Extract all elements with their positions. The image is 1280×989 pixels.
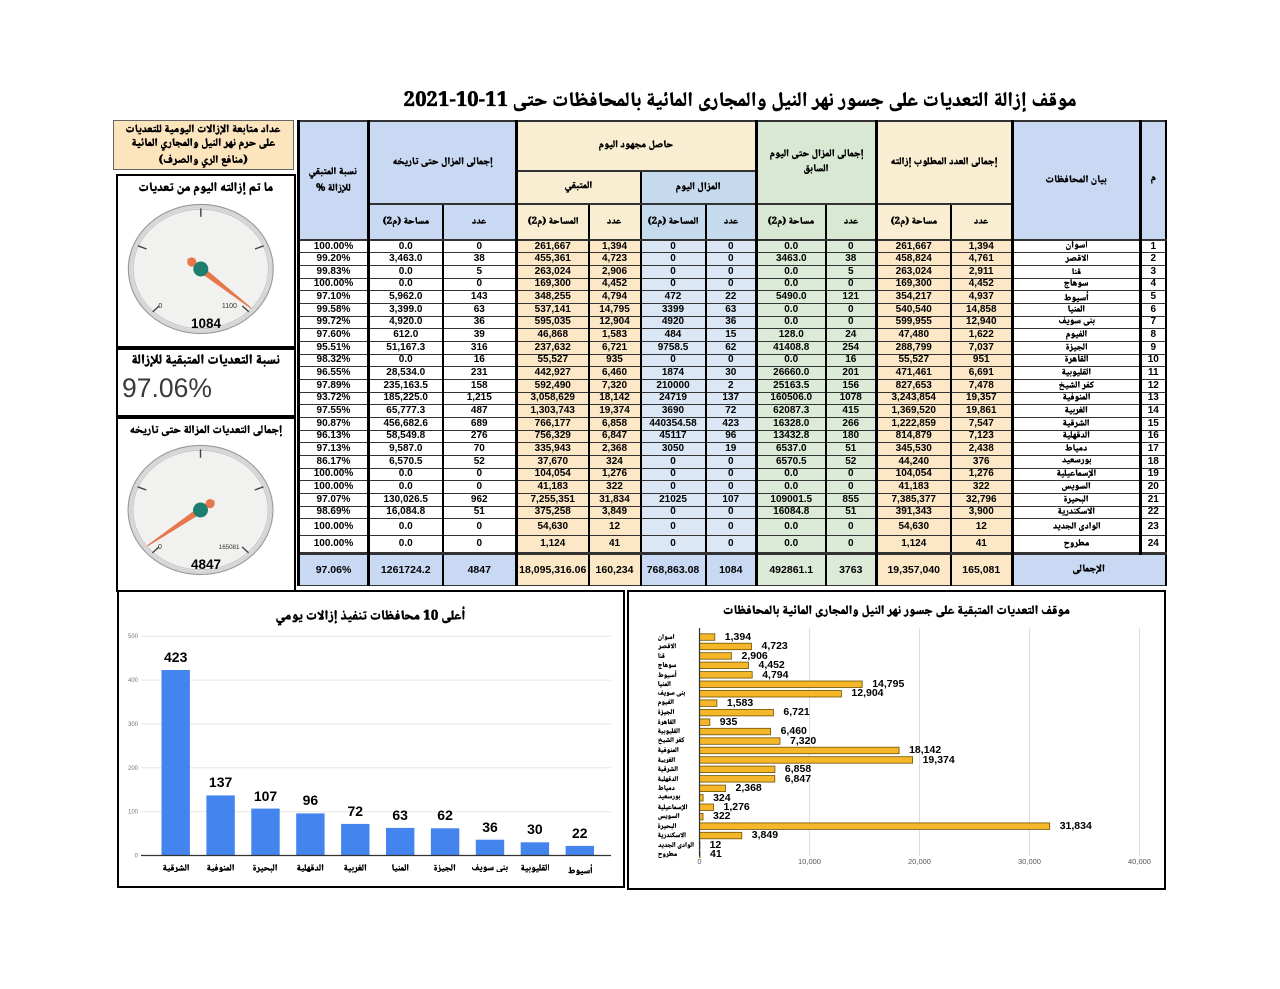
svg-text:10,000: 10,000 (798, 857, 821, 866)
svg-text:30,000: 30,000 (1018, 857, 1041, 866)
svg-text:200: 200 (128, 766, 139, 772)
svg-text:500: 500 (128, 634, 139, 640)
svg-text:20,000: 20,000 (908, 857, 931, 866)
svg-text:0: 0 (697, 857, 701, 866)
svg-text:0: 0 (158, 303, 162, 310)
svg-text:40,000: 40,000 (1128, 857, 1151, 866)
svg-text:100: 100 (128, 810, 139, 816)
svg-text:0: 0 (158, 544, 162, 551)
svg-text:0: 0 (135, 854, 139, 860)
svg-text:300: 300 (128, 722, 139, 728)
svg-text:1100: 1100 (222, 303, 237, 310)
svg-text:400: 400 (128, 678, 139, 684)
svg-text:165081: 165081 (219, 544, 240, 551)
